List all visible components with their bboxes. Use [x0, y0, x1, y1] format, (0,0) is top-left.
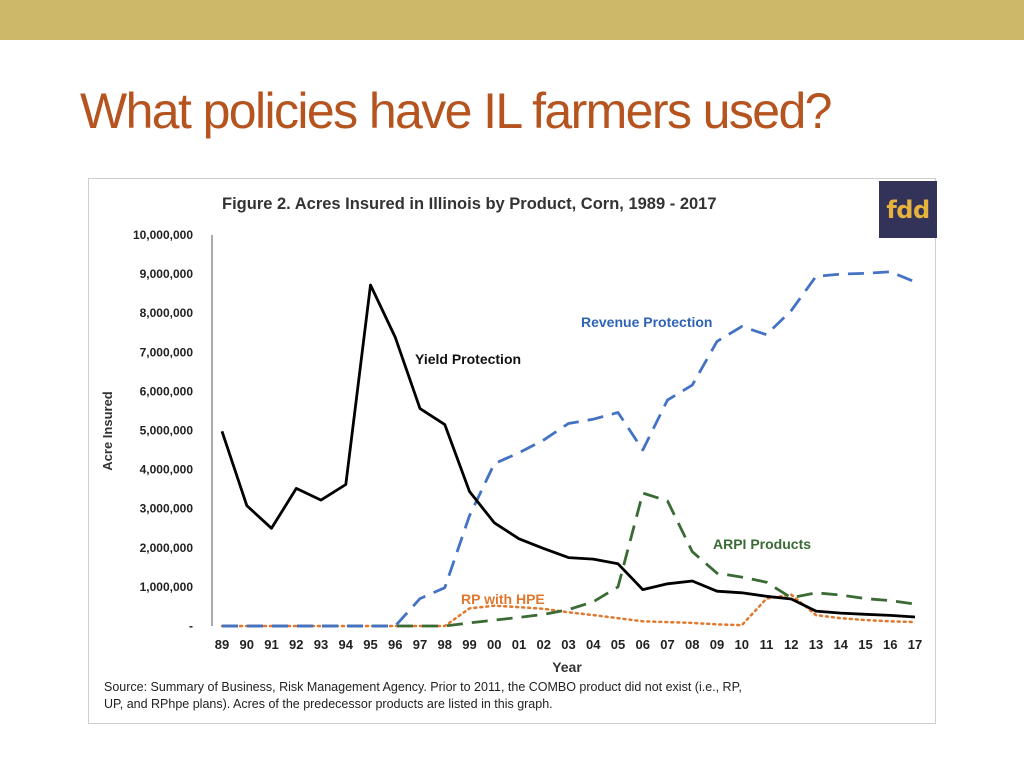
x-tick-label: 96 — [388, 637, 402, 652]
x-tick-label: 15 — [858, 637, 872, 652]
y-tick-label: 7,000,000 — [140, 345, 194, 359]
x-tick-label: 03 — [561, 637, 575, 652]
x-tick-label: 02 — [537, 637, 551, 652]
x-tick-label: 89 — [215, 637, 229, 652]
chart-canvas: - 1,000,000 2,000,000 3,000,000 4,000,000 5,0… — [100, 195, 922, 675]
chart-title: Figure 2. Acres Insured in Illinois by P… — [222, 195, 717, 213]
chart-figure: - 1,000,000 2,000,000 3,000,000 4,000,000 5,0… — [88, 178, 937, 724]
series-line-rp-with-hpe — [220, 593, 917, 628]
chart-labels: Figure 2. Acres Insured in Illinois by P… — [100, 195, 811, 675]
x-tick-label: 00 — [487, 637, 501, 652]
x-tick-label: 06 — [636, 637, 650, 652]
series-line-revenue-protection — [222, 270, 916, 628]
x-tick-label: 97 — [413, 637, 427, 652]
y-tick-label: 10,000,000 — [133, 228, 193, 242]
chart-axes: - 1,000,000 2,000,000 3,000,000 4,000,000 5,0… — [133, 228, 922, 652]
y-tick-label: 1,000,000 — [140, 580, 194, 594]
y-axis-label: Acre Insured — [100, 391, 115, 471]
source-note: Source: Summary of Business, Risk Manage… — [104, 679, 894, 713]
y-tick-label: - — [189, 619, 193, 633]
x-tick-label: 98 — [438, 637, 452, 652]
slide-title: What policies have IL farmers used? — [80, 83, 832, 139]
x-tick-label: 17 — [908, 637, 922, 652]
x-tick-label: 10 — [735, 637, 749, 652]
y-tick-label: 5,000,000 — [140, 424, 194, 438]
x-tick-label: 16 — [883, 637, 897, 652]
x-tick-label: 09 — [710, 637, 724, 652]
y-tick-label: 8,000,000 — [140, 306, 194, 320]
x-tick-label: 99 — [462, 637, 476, 652]
x-tick-label: 94 — [339, 637, 354, 652]
series-line-yield-protection — [220, 283, 916, 619]
series-line-arpi-products — [222, 491, 916, 628]
x-tick-label: 14 — [834, 637, 849, 652]
y-tick-label: 4,000,000 — [140, 463, 194, 477]
x-tick-label: 93 — [314, 637, 328, 652]
y-tick-label: 9,000,000 — [140, 267, 194, 281]
source-line-2: UP, and RPhpe plans). Acres of the prede… — [104, 697, 553, 711]
x-tick-label: 11 — [760, 637, 774, 652]
source-line-1: Source: Summary of Business, Risk Manage… — [104, 680, 742, 694]
x-tick-label: 95 — [363, 637, 377, 652]
fdd-logo: fdd — [879, 181, 937, 238]
x-tick-label: 04 — [586, 637, 601, 652]
x-tick-label: 07 — [660, 637, 674, 652]
x-tick-label: 90 — [240, 637, 254, 652]
x-tick-label: 01 — [512, 637, 526, 652]
x-tick-label: 91 — [264, 637, 278, 652]
chart-series — [220, 270, 917, 628]
series-label-arpi-products: ARPI Products — [713, 536, 811, 552]
series-label-revenue-protection: Revenue Protection — [581, 314, 712, 330]
x-tick-label: 05 — [611, 637, 625, 652]
x-tick-label: 08 — [685, 637, 699, 652]
series-label-yield-protection: Yield Protection — [415, 351, 521, 367]
series-label-rp-with-hpe: RP with HPE — [461, 591, 545, 607]
y-tick-label: 2,000,000 — [140, 541, 194, 555]
y-tick-label: 3,000,000 — [140, 502, 194, 516]
x-tick-label: 13 — [809, 637, 823, 652]
x-axis-label: Year — [552, 659, 582, 675]
x-tick-label: 92 — [289, 637, 303, 652]
top-band — [0, 0, 1024, 40]
y-tick-label: 6,000,000 — [140, 384, 194, 398]
x-tick-label: 12 — [784, 637, 798, 652]
